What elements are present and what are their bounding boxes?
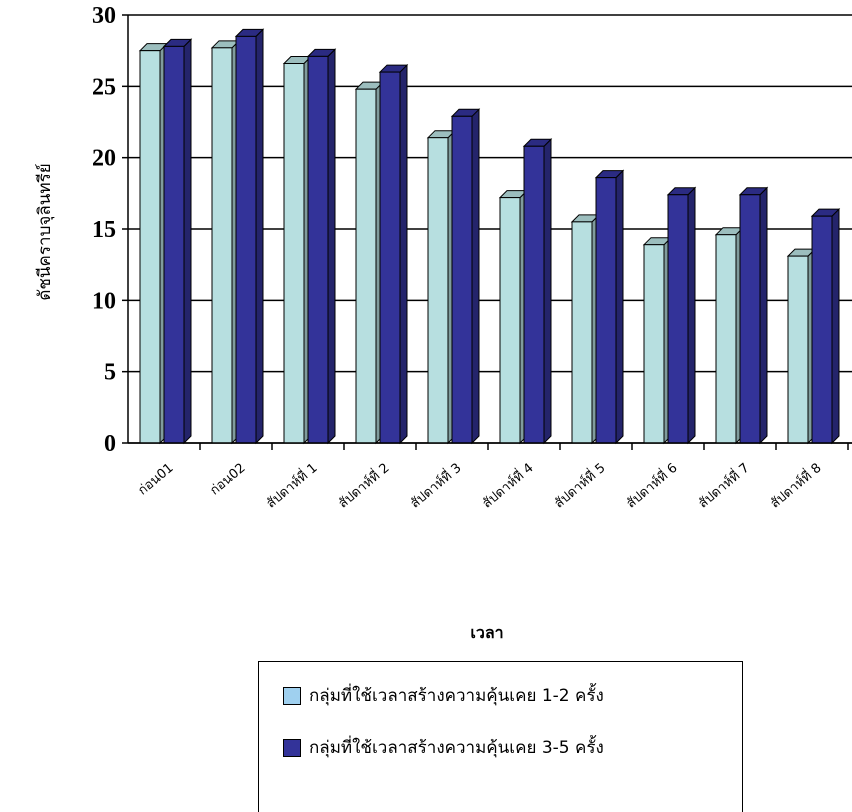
y-tick-label: 15 [92,217,116,243]
bar-2-7 [594,169,625,445]
bar-side [615,169,624,445]
bar-side [759,186,768,445]
x-tick-labels: ก่อน01 ก่อน02 สัปดาห์ที่ 1 สัปดาห์ที่ 2 สัปด… [135,459,824,512]
bar-front [811,215,833,444]
bar-front [355,88,377,444]
bar-front [595,177,617,444]
bar-side [831,207,840,445]
bar-1-9 [714,226,745,445]
bar-2-1 [162,38,193,445]
bar-front [163,45,185,444]
legend-item-series-2: กลุ่มที่ใช้เวลาสร้างความคุ้นเคย 3-5 ครั้… [283,734,604,761]
y-tick-label: 30 [92,3,116,29]
x-tick-label: สัปดาห์ที่ 6 [623,459,681,512]
bar-front [715,234,737,444]
bar-2-2 [234,28,265,445]
bar-1-5 [426,129,457,445]
y-tick-label: 10 [92,288,116,314]
bar-1-3 [282,55,313,445]
x-axis-label: เวลา [470,623,503,642]
bar-side [399,63,408,445]
bar-2-9 [738,186,769,445]
bar-1-1 [138,42,169,445]
axes [122,14,852,450]
bar-front [787,255,809,444]
y-tick-label: 5 [104,360,116,386]
bar-1-10 [786,247,817,445]
bar-2-4 [378,63,409,445]
legend-item-series-1: กลุ่มที่ใช้เวลาสร้างความคุ้นเคย 1-2 ครั้… [283,682,604,709]
bar-side [687,186,696,445]
y-tick-label: 25 [92,74,116,100]
bar-side [543,138,552,445]
bar-1-2 [210,39,241,445]
bar-side [327,48,336,445]
y-tick-label: 20 [92,146,116,172]
bar-1-4 [354,80,385,445]
x-tick-label: สัปดาห์ที่ 7 [695,459,753,512]
bar-front [643,244,665,444]
bar-side [255,28,264,445]
legend-label-series-1: กลุ่มที่ใช้เวลาสร้างความคุ้นเคย 1-2 ครั้… [309,686,604,706]
bar-front [235,35,257,444]
bar-front [667,194,689,444]
bar-2-3 [306,48,337,445]
legend-swatch-series-2 [283,738,301,757]
bar-front [499,197,521,444]
bar-2-8 [666,186,697,445]
x-tick-label: สัปดาห์ที่ 5 [551,459,609,512]
bars [138,28,841,445]
x-tick-label: สัปดาห์ที่ 1 [263,459,321,512]
bar-front [427,137,449,444]
bar-side [471,108,480,445]
legend-label-series-2: กลุ่มที่ใช้เวลาสร้างความคุ้นเคย 3-5 ครั้… [309,738,604,758]
bar-2-10 [810,207,841,445]
bar-front [211,47,233,444]
x-tick-label: ก่อน02 [207,461,248,499]
bar-front [451,115,473,444]
bar-1-7 [570,213,601,445]
x-tick-label: สัปดาห์ที่ 2 [335,459,393,512]
bar-2-6 [522,138,553,445]
x-tick-label: ก่อน01 [135,461,176,499]
bar-front [283,63,305,444]
bar-1-6 [498,189,529,445]
x-tick-label: สัปดาห์ที่ 3 [407,459,465,512]
bar-front [739,194,761,444]
bar-front [139,50,161,444]
x-tick-label: สัปดาห์ที่ 4 [479,459,537,512]
bar-front [307,55,329,444]
bar-front [523,145,545,444]
bar-1-8 [642,236,673,445]
legend: กลุ่มที่ใช้เวลาสร้างความคุ้นเคย 1-2 ครั้… [258,661,743,812]
legend-swatch-series-1 [283,686,301,705]
y-tick-label: 0 [104,431,116,457]
bar-front [571,221,593,444]
bar-side [183,38,192,445]
bar-front [379,71,401,444]
y-tick-labels: 0 5 10 15 20 25 30 [92,3,116,457]
x-tick-label: สัปดาห์ที่ 8 [767,459,825,512]
y-axis-label: ดัชนีคราบจุลินทรีย์ [35,163,55,300]
bar-2-5 [450,108,481,445]
